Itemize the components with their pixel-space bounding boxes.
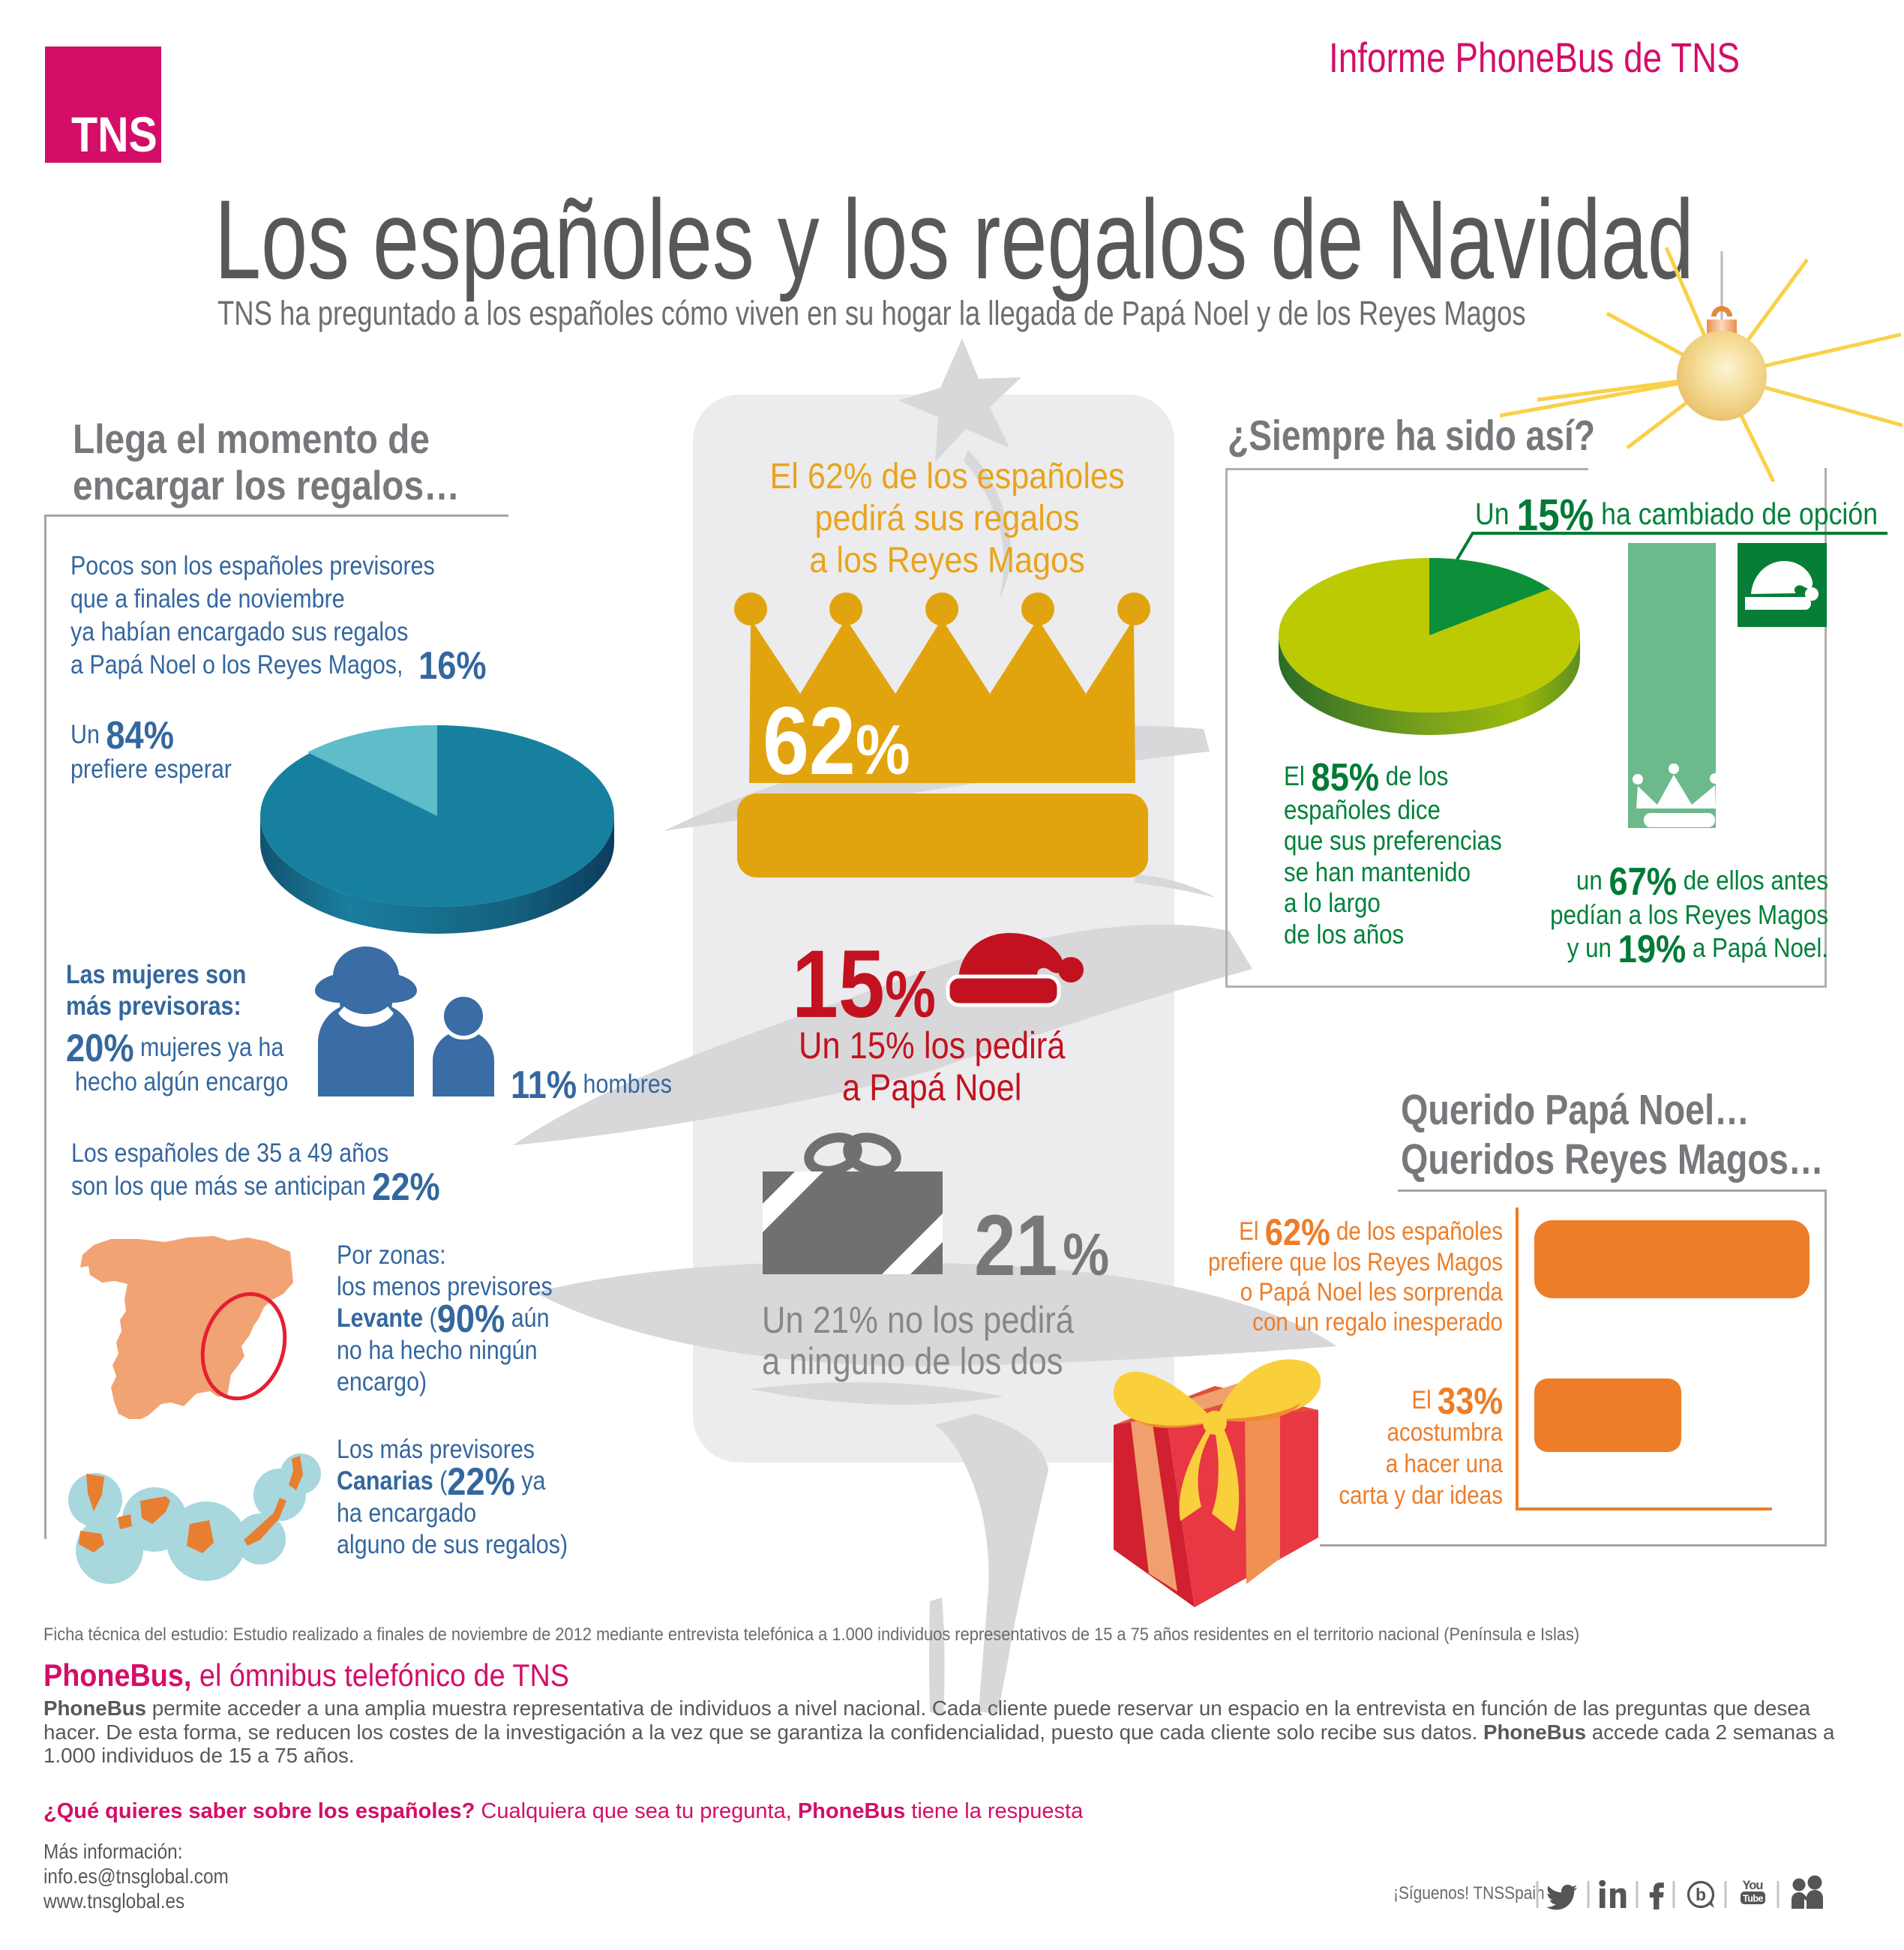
svg-text:b: b bbox=[1696, 1885, 1706, 1904]
svg-text:You: You bbox=[1743, 1879, 1763, 1892]
svg-text:Tube: Tube bbox=[1743, 1894, 1763, 1904]
